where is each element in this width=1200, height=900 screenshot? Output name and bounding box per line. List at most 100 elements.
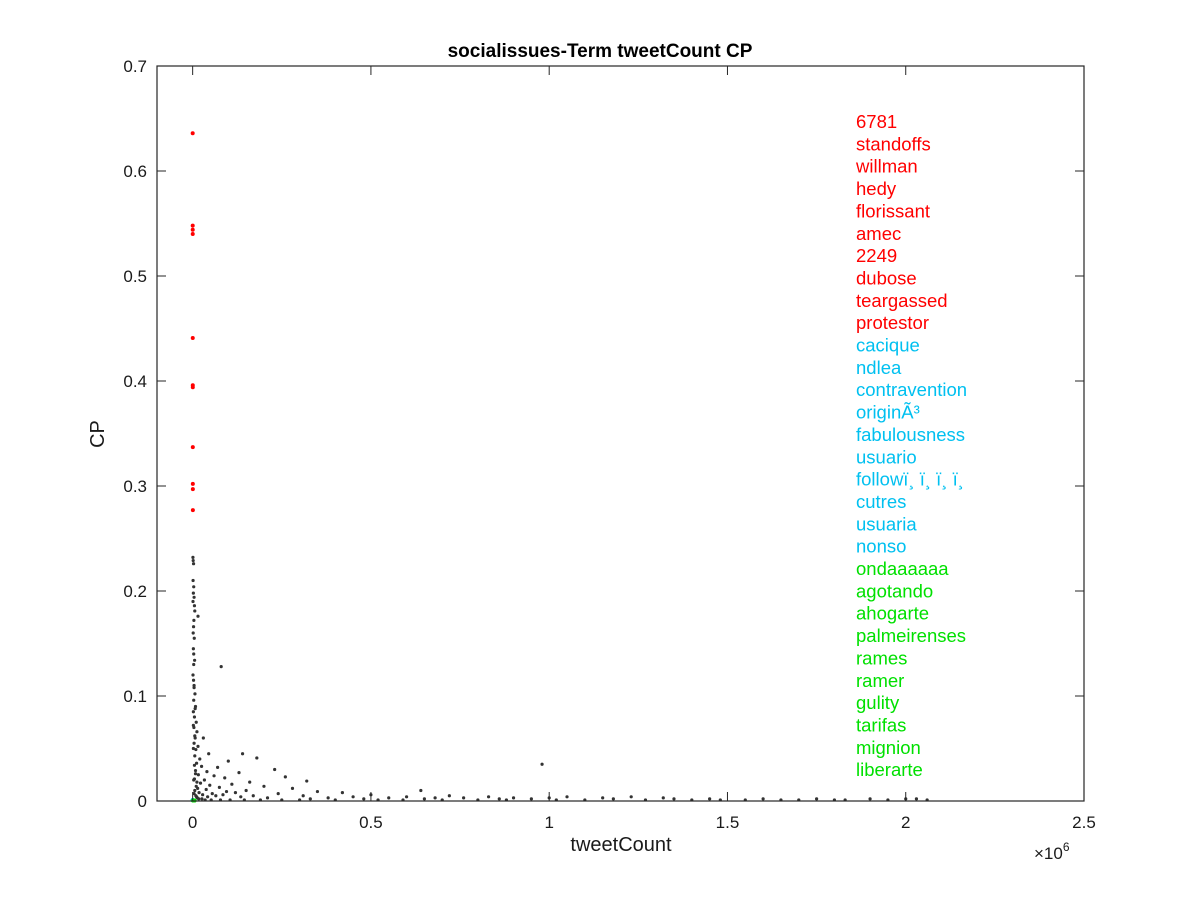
x-tick-label: 2.5 — [1072, 813, 1096, 832]
term-word: florissant — [856, 200, 930, 221]
term-word: agotando — [856, 580, 933, 601]
data-point-other — [192, 698, 196, 702]
x-axis-title: tweetCount — [570, 834, 672, 856]
data-point-other — [191, 678, 196, 682]
term-word: 6781 — [856, 111, 897, 132]
data-point-other — [486, 795, 491, 799]
data-point-other — [191, 723, 195, 728]
data-point-other — [276, 792, 280, 796]
term-word: hedy — [856, 178, 897, 199]
y-tick-label: 0.2 — [123, 582, 147, 601]
data-point-other — [194, 747, 198, 752]
term-word: cutres — [856, 491, 906, 512]
x-exponent-power: 6 — [1063, 840, 1070, 854]
data-point-other — [192, 683, 196, 688]
term-word: mignion — [856, 737, 921, 758]
data-point-other — [206, 795, 210, 799]
data-point-other — [301, 794, 305, 798]
term-word: ahogarte — [856, 603, 929, 624]
data-point-other — [196, 744, 200, 749]
data-point-other — [273, 767, 277, 772]
data-point-other — [200, 797, 204, 801]
term-word: contravention — [856, 379, 967, 400]
term-word: nonso — [856, 536, 906, 557]
data-point-other — [192, 778, 196, 782]
term-word: ramer — [856, 670, 904, 691]
data-point-other — [191, 673, 195, 677]
term-word: willman — [855, 156, 918, 177]
data-point-other — [239, 795, 243, 799]
data-point-other — [433, 796, 437, 800]
data-point-other — [191, 599, 195, 604]
data-point-other — [192, 741, 196, 745]
data-point-other — [191, 710, 195, 714]
term-word-list: 6781standoffswillmanhedyflorissantamec22… — [855, 111, 967, 780]
data-point-other — [305, 779, 309, 783]
data-point-other — [540, 762, 544, 766]
term-word: rames — [856, 647, 907, 668]
data-point-top — [190, 223, 195, 228]
data-point-other — [193, 658, 197, 662]
data-point-other — [194, 761, 199, 765]
term-word: palmeirenses — [856, 625, 966, 646]
data-point-other — [193, 707, 197, 711]
data-point-other — [197, 797, 201, 801]
data-point-other — [195, 780, 199, 784]
data-point-other — [194, 784, 198, 788]
data-point-other — [191, 591, 195, 595]
term-word: followï¸ ï¸ ï¸ ï¸ — [856, 469, 964, 490]
data-point-top — [190, 445, 195, 450]
data-point-other — [226, 759, 230, 763]
data-point-other — [191, 578, 195, 583]
data-point-top — [190, 131, 195, 136]
data-point-other — [661, 796, 665, 800]
data-point-other — [193, 768, 198, 773]
data-point-other — [308, 797, 312, 801]
data-point-other — [214, 794, 218, 798]
data-point-other — [629, 795, 633, 799]
data-point-other — [191, 625, 196, 629]
plot-area — [157, 66, 1084, 801]
data-point-other — [219, 665, 223, 669]
data-point-other — [191, 558, 195, 563]
data-point-other — [207, 752, 211, 756]
term-word: tarifas — [856, 715, 906, 736]
data-point-other — [447, 794, 451, 798]
data-point-other — [224, 789, 229, 794]
term-word: dubose — [856, 268, 917, 289]
data-point-other — [708, 797, 712, 801]
y-axis-title: CP — [87, 420, 109, 448]
data-point-other — [283, 775, 287, 779]
term-word: liberarte — [856, 759, 923, 780]
data-point-other — [529, 797, 533, 801]
data-point-top — [190, 385, 195, 390]
data-point-other — [205, 770, 209, 774]
data-point-other — [198, 781, 203, 785]
data-point-other — [511, 796, 516, 800]
data-point-other — [191, 746, 195, 751]
data-point-other — [191, 562, 196, 566]
data-point-other — [204, 787, 208, 792]
term-word: usuaria — [856, 513, 917, 534]
data-point-top — [190, 481, 195, 486]
term-word: usuario — [856, 446, 917, 467]
y-tick-label: 0.6 — [123, 162, 147, 181]
term-word: ndlea — [856, 357, 902, 378]
data-point-other — [191, 631, 195, 635]
data-point-other — [192, 662, 196, 667]
data-point-other — [201, 793, 205, 797]
data-point-other — [193, 772, 198, 776]
data-point-other — [212, 774, 216, 778]
data-point-other — [672, 797, 676, 801]
data-point-other — [198, 757, 202, 761]
data-point-other — [208, 783, 212, 787]
data-point-other — [255, 756, 259, 760]
data-point-other — [197, 791, 201, 795]
x-tick-label: 2 — [901, 813, 910, 832]
data-point-other — [611, 797, 615, 801]
data-point-top — [190, 227, 195, 232]
data-point-other — [192, 595, 196, 599]
data-point-other — [248, 780, 252, 784]
data-point-other — [244, 788, 248, 793]
